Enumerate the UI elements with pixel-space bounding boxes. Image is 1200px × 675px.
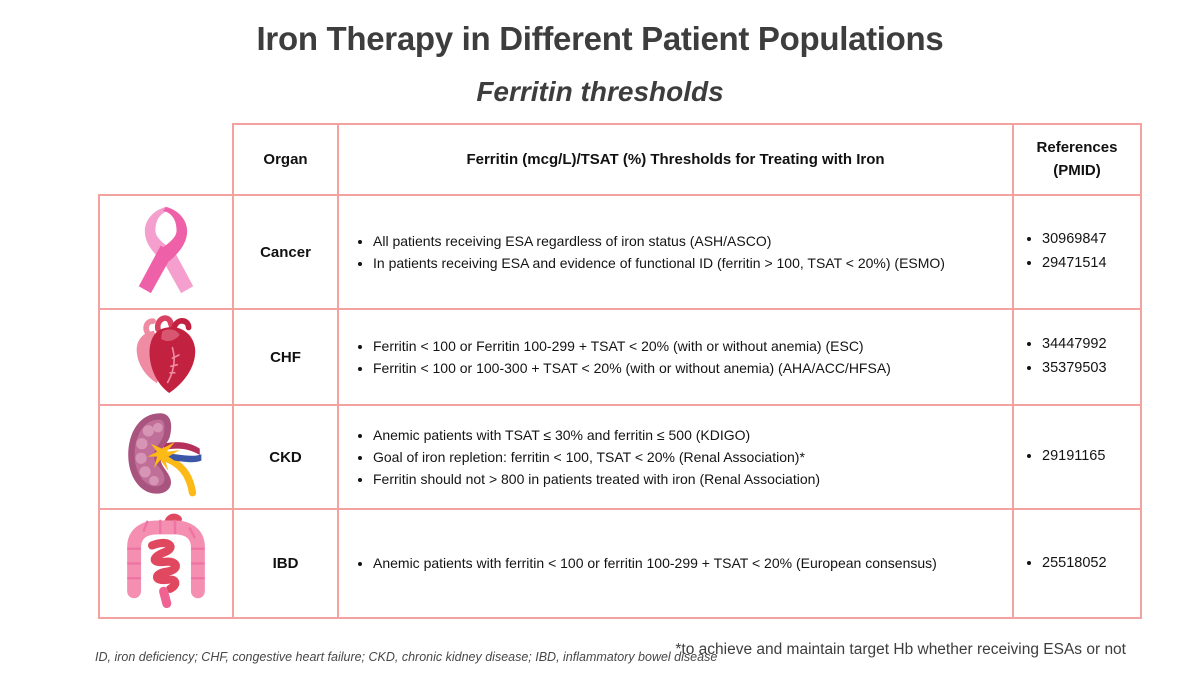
organ-label: CKD — [232, 404, 339, 510]
threshold-bullet: Ferritin should not > 800 in patients tr… — [373, 468, 1004, 490]
header-organ: Organ — [232, 123, 339, 196]
organ-icon-cell — [98, 404, 234, 510]
organ-icon-cell — [98, 194, 234, 310]
threshold-bullet: Goal of iron repletion: ferritin < 100, … — [373, 446, 1004, 468]
intestines-icon — [121, 513, 211, 615]
references-cell: 30969847 29471514 — [1012, 194, 1142, 310]
table-row-ckd: CKD Anemic patients with TSAT ≤ 30% and … — [98, 404, 1142, 510]
organ-icon-cell — [98, 308, 234, 406]
reference-item: 29191165 — [1042, 445, 1138, 469]
table-header-row: Organ Ferritin (mcg/L)/TSAT (%) Threshol… — [99, 123, 1142, 196]
threshold-bullet: Anemic patients with ferritin < 100 or f… — [373, 552, 1004, 574]
thresholds-cell: Ferritin < 100 or Ferritin 100-299 + TSA… — [337, 308, 1014, 406]
header-references: References (PMID) — [1012, 123, 1142, 196]
kidney-icon — [120, 412, 212, 504]
threshold-bullet: Anemic patients with TSAT ≤ 30% and ferr… — [373, 424, 1004, 446]
reference-item: 29471514 — [1042, 252, 1138, 276]
footnote-asterisk: *to achieve and maintain target Hb wheth… — [675, 641, 1126, 658]
organ-icon-cell — [98, 508, 234, 619]
table-row-cancer: Cancer All patients receiving ESA regard… — [98, 194, 1142, 310]
threshold-bullet: Ferritin < 100 or 100-300 + TSAT < 20% (… — [373, 357, 1004, 379]
threshold-bullet: Ferritin < 100 or Ferritin 100-299 + TSA… — [373, 335, 1004, 357]
reference-list: 29191165 — [1027, 445, 1138, 469]
references-cell: 34447992 35379503 — [1012, 308, 1142, 406]
reference-item: 35379503 — [1042, 357, 1138, 381]
page-subtitle: Ferritin thresholds — [476, 76, 724, 107]
threshold-list: All patients receiving ESA regardless of… — [357, 230, 1004, 275]
reference-item: 30969847 — [1042, 228, 1138, 252]
organ-label: CHF — [232, 308, 339, 406]
reference-list: 34447992 35379503 — [1027, 333, 1138, 381]
threshold-bullet: All patients receiving ESA regardless of… — [373, 230, 1004, 252]
reference-item: 25518052 — [1042, 552, 1138, 576]
organ-label: Cancer — [232, 194, 339, 310]
reference-item: 34447992 — [1042, 333, 1138, 357]
thresholds-cell: Anemic patients with ferritin < 100 or f… — [337, 508, 1014, 619]
footnote-abbreviations: ID, iron deficiency; CHF, congestive hea… — [95, 650, 718, 664]
threshold-list: Anemic patients with ferritin < 100 or f… — [357, 552, 1004, 574]
thresholds-cell: Anemic patients with TSAT ≤ 30% and ferr… — [337, 404, 1014, 510]
heart-icon — [123, 314, 209, 401]
threshold-bullet: In patients receiving ESA and evidence o… — [373, 252, 1004, 274]
references-cell: 29191165 — [1012, 404, 1142, 510]
header-spacer — [99, 124, 233, 195]
table-row-chf: CHF Ferritin < 100 or Ferritin 100-299 +… — [98, 308, 1142, 406]
pink-ribbon-icon — [132, 206, 200, 301]
reference-list: 25518052 — [1027, 552, 1138, 576]
threshold-list: Anemic patients with TSAT ≤ 30% and ferr… — [357, 424, 1004, 491]
organ-label: IBD — [232, 508, 339, 619]
header-thresholds: Ferritin (mcg/L)/TSAT (%) Thresholds for… — [337, 123, 1014, 196]
table-row-ibd: IBD Anemic patients with ferritin < 100 … — [98, 508, 1142, 619]
thresholds-cell: All patients receiving ESA regardless of… — [337, 194, 1014, 310]
references-cell: 25518052 — [1012, 508, 1142, 619]
reference-list: 30969847 29471514 — [1027, 228, 1138, 276]
threshold-list: Ferritin < 100 or Ferritin 100-299 + TSA… — [357, 335, 1004, 380]
page-title: Iron Therapy in Different Patient Popula… — [256, 20, 944, 57]
thresholds-table: Organ Ferritin (mcg/L)/TSAT (%) Threshol… — [98, 123, 1142, 619]
